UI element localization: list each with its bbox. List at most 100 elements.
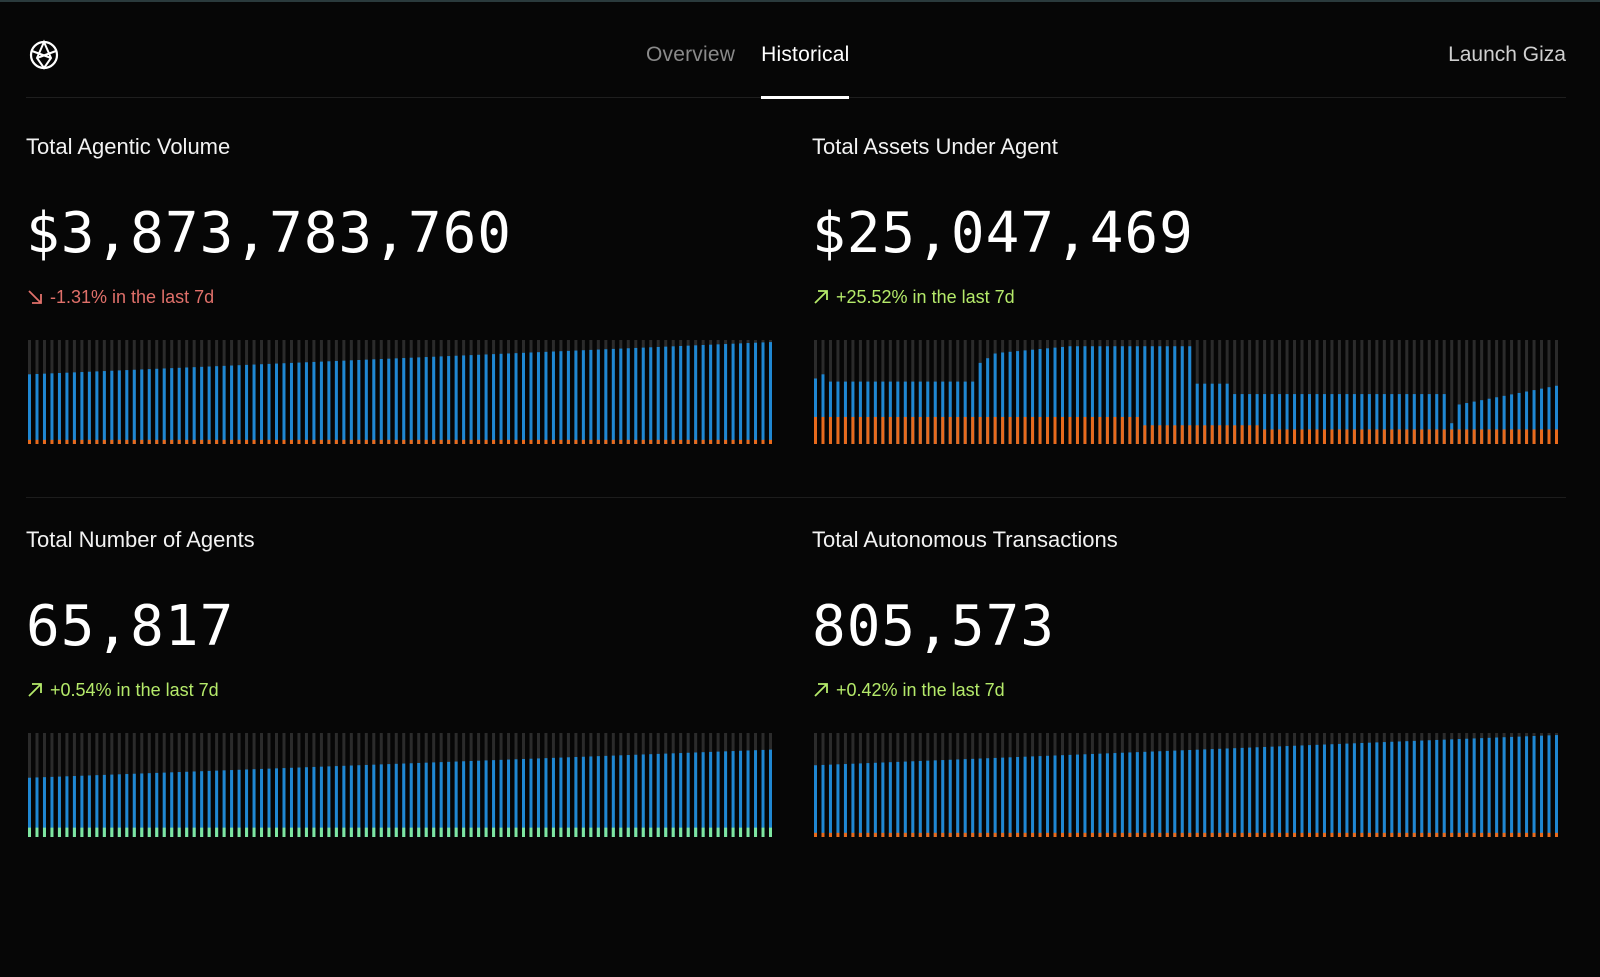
bar-primary: [1105, 346, 1109, 444]
chart-bar: [319, 340, 323, 444]
bar-secondary: [821, 832, 825, 837]
bar-secondary: [956, 832, 960, 837]
bar-track: [1352, 340, 1356, 444]
bar-secondary: [1457, 429, 1461, 444]
bar-secondary: [1293, 429, 1297, 444]
bar-track: [1330, 340, 1334, 444]
bar-secondary: [851, 832, 855, 837]
bar-primary: [1487, 398, 1491, 444]
bar-track: [1322, 340, 1326, 444]
bar-secondary: [1278, 832, 1282, 837]
bar-secondary: [963, 416, 967, 444]
bar-secondary: [881, 416, 885, 444]
bar-secondary: [1300, 429, 1304, 444]
bar-primary: [462, 761, 466, 837]
chart-bar: [297, 340, 301, 444]
bar-primary: [110, 774, 114, 837]
chart-bar: [619, 340, 623, 444]
chart-bar: [357, 733, 361, 837]
chart-bar: [387, 733, 391, 837]
bar-secondary: [664, 827, 668, 837]
bar-primary: [1337, 743, 1341, 837]
chart-bar: [589, 733, 593, 837]
bar-primary: [1150, 346, 1154, 444]
bar-secondary: [1173, 425, 1177, 444]
giza-logo-icon[interactable]: [29, 38, 59, 72]
chart-bar: [267, 733, 271, 837]
chart-bar: [87, 340, 91, 444]
bar-secondary: [956, 416, 960, 444]
bar-primary: [462, 355, 466, 444]
bar-secondary: [1465, 429, 1469, 444]
bar-secondary: [1450, 429, 1454, 444]
chart-bar: [50, 340, 54, 444]
bar-primary: [978, 362, 982, 444]
chart-bar: [379, 733, 383, 837]
chart-bar: [1240, 340, 1244, 444]
chart-bar: [1210, 340, 1214, 444]
bar-track: [1442, 340, 1446, 444]
bar-primary: [522, 759, 525, 837]
bar-primary: [1195, 749, 1199, 837]
chart-bar: [1390, 340, 1394, 444]
bar-secondary: [641, 439, 645, 444]
chart-bar: [1053, 733, 1057, 837]
bar-secondary: [297, 827, 301, 837]
bar-primary: [1517, 392, 1521, 444]
bar-secondary: [1128, 832, 1132, 837]
chart-bar: [649, 340, 653, 444]
chart-bar: [641, 733, 645, 837]
bar-secondary: [926, 832, 930, 837]
chart-bar: [1315, 733, 1319, 837]
bar-primary: [1210, 383, 1214, 444]
bar-primary: [649, 347, 653, 444]
bar-primary: [1120, 346, 1124, 444]
bar-primary: [686, 345, 690, 444]
bar-primary: [1397, 741, 1401, 837]
chart-bar: [963, 733, 967, 837]
bar-primary: [679, 345, 683, 444]
bar-secondary: [1128, 416, 1132, 444]
launch-giza-link[interactable]: Launch Giza: [1448, 43, 1566, 66]
bar-primary: [522, 352, 525, 444]
bar-primary: [566, 350, 570, 444]
bar-track: [1390, 340, 1394, 444]
chart-bar: [1263, 733, 1267, 837]
bar-primary: [1315, 744, 1319, 837]
bar-primary: [649, 754, 653, 837]
bar-primary: [177, 367, 181, 444]
bar-primary: [507, 759, 511, 837]
panel-total-number-of-agents: Total Number of Agents 65,817 +0.54% in …: [26, 527, 772, 857]
chart-bar: [1300, 340, 1304, 444]
chart-bar: [80, 340, 84, 444]
bar-track: [1263, 340, 1267, 444]
chart-bar: [574, 733, 578, 837]
bar-track: [1360, 340, 1364, 444]
bar-secondary: [716, 439, 720, 444]
bar-secondary: [222, 439, 226, 444]
chart-bar: [35, 733, 39, 837]
chart-bar: [1031, 733, 1035, 837]
bar-primary: [1046, 348, 1050, 444]
chart-bar: [1330, 733, 1334, 837]
tab-historical[interactable]: Historical: [761, 0, 850, 99]
bar-primary: [716, 751, 720, 837]
bar-secondary: [574, 827, 578, 837]
bar-primary: [439, 356, 443, 444]
bar-secondary: [739, 827, 743, 837]
chart-bar: [1061, 733, 1064, 837]
bar-secondary: [933, 416, 937, 444]
bar-primary: [484, 354, 488, 444]
bar-secondary: [993, 416, 997, 444]
chart-bar: [87, 733, 91, 837]
bar-track: [1397, 340, 1401, 444]
bar-primary: [1412, 394, 1416, 444]
bar-primary: [551, 351, 555, 444]
bar-secondary: [1510, 832, 1514, 837]
bar-primary: [125, 370, 129, 444]
chart-bar: [1046, 733, 1050, 837]
bar-secondary: [694, 439, 698, 444]
chart-bar: [1158, 340, 1162, 444]
bar-secondary: [836, 416, 840, 444]
tab-overview[interactable]: Overview: [646, 43, 736, 66]
